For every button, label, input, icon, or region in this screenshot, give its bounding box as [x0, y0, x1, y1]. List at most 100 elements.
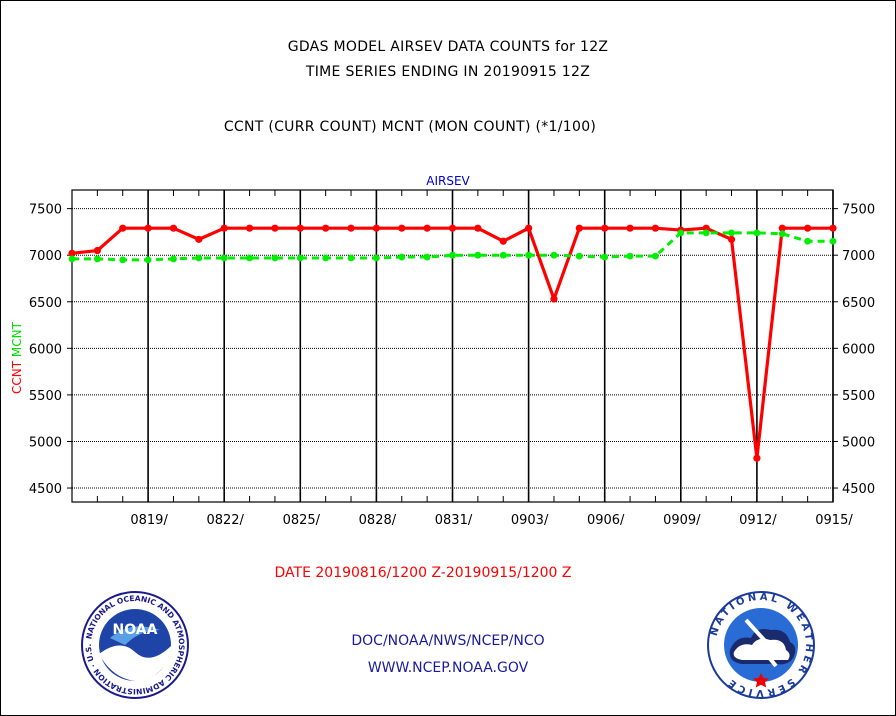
data-point-ccnt — [271, 224, 279, 232]
data-point-ccnt — [601, 224, 609, 232]
data-point-mcnt — [170, 255, 177, 263]
plot-title: AIRSEV — [426, 174, 470, 188]
data-point-ccnt — [474, 224, 482, 232]
x-tick-label: 0915/ — [815, 513, 853, 528]
x-axis-label: DATE 20190816/1200 Z-20190915/1200 Z — [274, 565, 572, 581]
data-point-ccnt — [296, 224, 304, 232]
y-tick-label-right: 5000 — [842, 435, 875, 450]
data-point-ccnt — [169, 224, 178, 232]
data-point-ccnt — [448, 224, 457, 232]
data-point-mcnt — [449, 251, 456, 259]
data-point-mcnt — [804, 237, 812, 245]
chart-title-line1: GDAS MODEL AIRSEV DATA COUNTS for 12Z — [287, 39, 609, 55]
chart-title-line2: TIME SERIES ENDING IN 20190915 12Z — [305, 64, 591, 80]
data-point-ccnt — [347, 224, 355, 232]
y-tick-label-left: 6000 — [29, 342, 62, 357]
data-point-mcnt — [499, 251, 507, 259]
x-tick-label: 0906/ — [587, 513, 625, 528]
data-point-mcnt — [652, 252, 659, 260]
y-tick-label-left: 4500 — [29, 482, 62, 497]
data-point-ccnt — [727, 235, 736, 243]
data-point-mcnt — [195, 254, 203, 262]
data-point-mcnt — [778, 230, 786, 238]
series-layer — [68, 224, 837, 462]
data-point-ccnt — [119, 224, 127, 232]
y-tick-label-right: 5500 — [842, 389, 875, 404]
data-point-mcnt — [373, 254, 380, 262]
org-line: DOC/NOAA/NWS/NCEP/NCO — [351, 633, 545, 649]
y-tick-label-left: 6500 — [29, 296, 62, 311]
data-point-ccnt — [829, 224, 837, 232]
data-point-mcnt — [271, 254, 279, 262]
data-point-ccnt — [372, 224, 380, 232]
y-tick-label-right: 6500 — [842, 296, 875, 311]
data-point-mcnt — [144, 256, 152, 264]
data-point-mcnt — [119, 256, 127, 264]
data-point-mcnt — [550, 251, 558, 259]
data-point-mcnt — [626, 252, 634, 260]
chart-subtitle: CCNT (CURR COUNT) MCNT (MON COUNT) (*1/1… — [223, 119, 597, 135]
data-point-mcnt — [575, 252, 583, 260]
x-tick-label: 0831/ — [435, 513, 473, 528]
data-point-mcnt — [347, 254, 355, 262]
x-tick-label: 0819/ — [130, 513, 168, 528]
data-point-ccnt — [93, 246, 101, 255]
data-point-ccnt — [550, 295, 558, 303]
data-point-mcnt — [322, 254, 330, 262]
data-point-mcnt — [246, 254, 253, 262]
data-point-ccnt — [626, 224, 634, 232]
data-point-ccnt — [499, 237, 507, 245]
y-tick-label-left: 7000 — [29, 249, 62, 264]
data-point-mcnt — [68, 255, 76, 263]
data-point-mcnt — [525, 251, 532, 259]
data-point-mcnt — [753, 229, 761, 237]
data-point-mcnt — [398, 253, 406, 261]
data-point-mcnt — [423, 253, 431, 261]
y-tick-label-left: 5500 — [29, 389, 62, 404]
data-point-ccnt — [575, 224, 583, 232]
x-tick-label: 0825/ — [283, 513, 321, 528]
url-line: WWW.NCEP.NOAA.GOV — [367, 660, 529, 676]
noaa-logo: NATIONAL OCEANIC AND ATMOSPHERIC ADMINIS… — [80, 590, 189, 699]
data-point-mcnt — [93, 255, 101, 263]
data-point-mcnt — [677, 229, 685, 237]
y-tick-label-left: 5000 — [29, 435, 62, 450]
nws-logo: NATIONAL WEATHER SERVICE — [707, 591, 815, 699]
y-tick-label-right: 4500 — [842, 482, 875, 497]
y-label-mcnt: MCNT — [10, 321, 24, 361]
data-point-ccnt — [804, 224, 812, 232]
data-point-ccnt — [753, 454, 761, 462]
data-point-ccnt — [245, 224, 254, 232]
y-tick-label-right: 7500 — [842, 203, 875, 218]
data-point-mcnt — [728, 229, 735, 237]
x-tick-label: 0828/ — [359, 513, 397, 528]
grid-layer — [72, 190, 834, 502]
data-point-mcnt — [601, 253, 609, 261]
y-tick-label-left: 7500 — [29, 203, 62, 218]
data-point-ccnt — [398, 224, 406, 232]
data-point-ccnt — [322, 224, 330, 232]
data-point-mcnt — [702, 229, 710, 237]
y-axis-label: CCNT MCNT — [10, 321, 24, 394]
y-tick-label-right: 7000 — [842, 249, 875, 264]
data-point-mcnt — [296, 254, 304, 262]
axis-layer: 4500 4500 5000 5000 5500 5500 6000 6000 6500 6500… — [29, 189, 875, 528]
data-point-ccnt — [195, 235, 203, 243]
y-label-ccnt: CCNT — [10, 360, 24, 394]
data-point-mcnt — [829, 237, 837, 245]
data-point-ccnt — [144, 224, 152, 232]
data-point-ccnt — [423, 224, 431, 232]
data-point-mcnt — [474, 251, 482, 259]
data-point-ccnt — [525, 224, 533, 232]
data-point-ccnt — [220, 224, 228, 232]
x-tick-label: 0903/ — [511, 513, 549, 528]
data-point-ccnt — [651, 224, 660, 232]
data-point-ccnt — [778, 224, 786, 232]
data-point-ccnt — [68, 249, 76, 257]
x-tick-label: 0822/ — [206, 513, 244, 528]
noaa-logo-text: NOAA — [113, 622, 158, 638]
data-point-mcnt — [220, 254, 228, 262]
y-tick-label-right: 6000 — [842, 342, 875, 357]
x-tick-label: 0912/ — [739, 513, 777, 528]
